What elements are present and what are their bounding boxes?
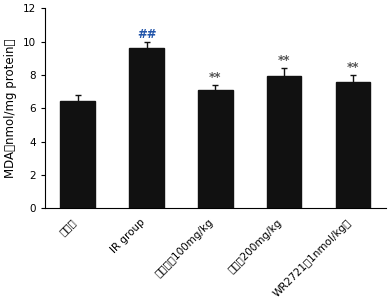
- Text: **: **: [347, 61, 359, 74]
- Bar: [336, 82, 370, 208]
- Text: ##: ##: [137, 28, 156, 41]
- Bar: [267, 76, 301, 208]
- Bar: [129, 48, 164, 208]
- Text: **: **: [209, 71, 222, 84]
- Bar: [198, 90, 232, 208]
- Text: **: **: [278, 54, 291, 67]
- Bar: [60, 101, 95, 208]
- Y-axis label: MDA（nmol/mg protein）: MDA（nmol/mg protein）: [4, 38, 17, 178]
